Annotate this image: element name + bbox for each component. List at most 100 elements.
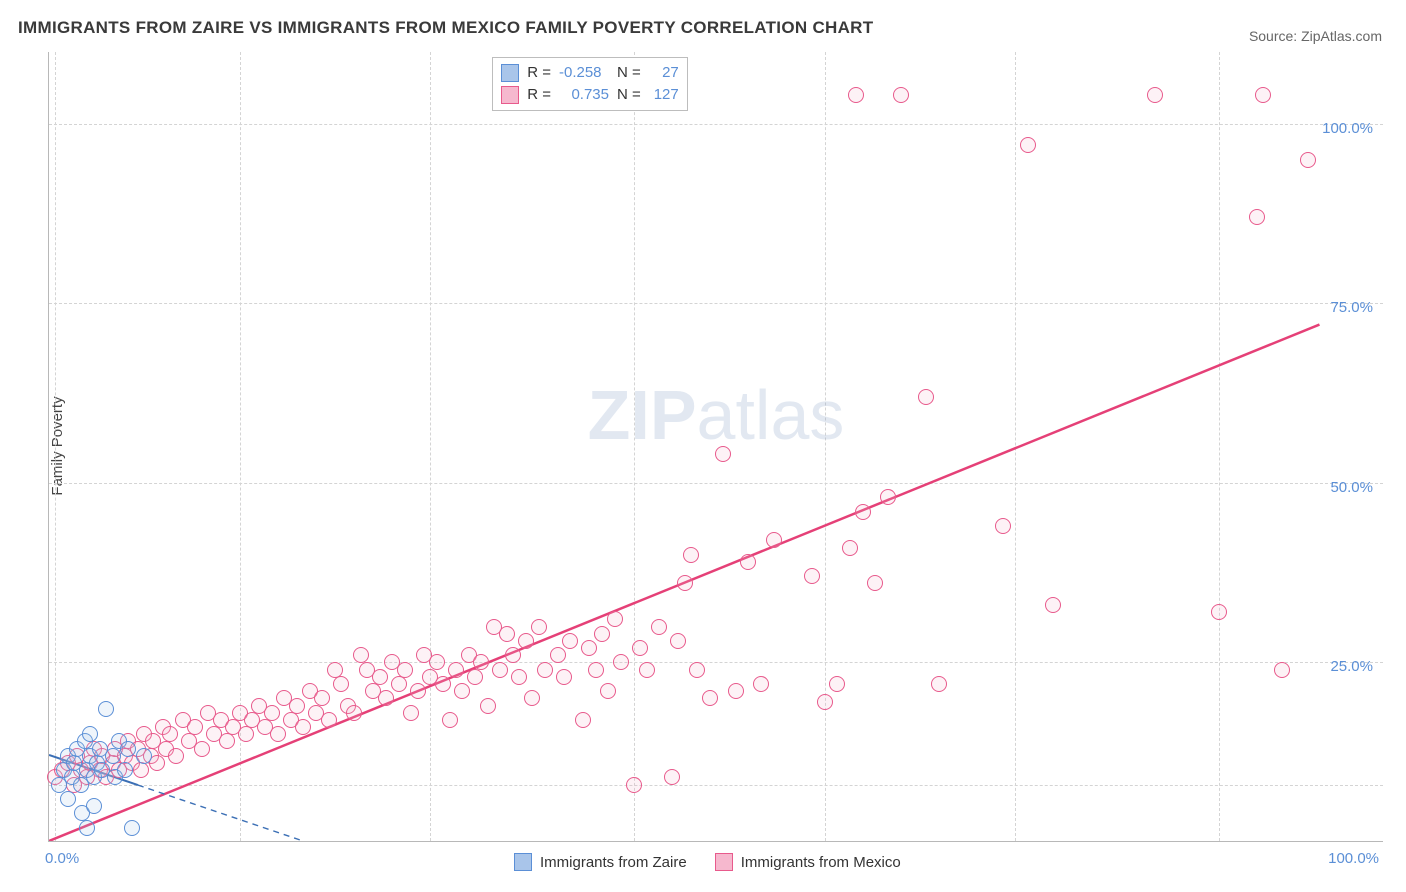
scatter-point-mexico: [531, 619, 547, 635]
scatter-point-mexico: [133, 762, 149, 778]
scatter-point-mexico: [804, 568, 820, 584]
scatter-point-mexico: [391, 676, 407, 692]
scatter-point-mexico: [397, 662, 413, 678]
trend-line: [138, 785, 303, 841]
gridline-horizontal: [49, 483, 1383, 484]
r-label: R =: [527, 62, 551, 84]
scatter-point-mexico: [753, 676, 769, 692]
scatter-point-mexico: [600, 683, 616, 699]
scatter-point-zaire: [120, 741, 136, 757]
scatter-plot-area: ZIPatlas R = -0.258 N = 27 R = 0.735 N =…: [48, 52, 1383, 842]
gridline-horizontal: [49, 785, 1383, 786]
scatter-point-mexico: [848, 87, 864, 103]
n-label: N =: [617, 84, 641, 106]
scatter-point-mexico: [194, 741, 210, 757]
legend-label: Immigrants from Zaire: [540, 854, 687, 871]
scatter-point-mexico: [766, 532, 782, 548]
legend-label: Immigrants from Mexico: [741, 854, 901, 871]
scatter-point-zaire: [82, 726, 98, 742]
scatter-point-mexico: [632, 640, 648, 656]
stat-row-mexico: R = 0.735 N = 127: [501, 84, 679, 106]
scatter-point-mexico: [829, 676, 845, 692]
zaire-swatch-icon: [514, 853, 532, 871]
gridline-horizontal: [49, 124, 1383, 125]
scatter-point-mexico: [740, 554, 756, 570]
scatter-point-mexico: [314, 690, 330, 706]
scatter-point-mexico: [995, 518, 1011, 534]
scatter-point-mexico: [817, 694, 833, 710]
scatter-point-mexico: [683, 547, 699, 563]
scatter-point-mexico: [581, 640, 597, 656]
scatter-point-mexico: [187, 719, 203, 735]
scatter-point-mexico: [448, 662, 464, 678]
scatter-point-mexico: [651, 619, 667, 635]
gridline-vertical: [1219, 52, 1220, 841]
legend-item-mexico: Immigrants from Mexico: [715, 853, 901, 871]
scatter-point-zaire: [98, 701, 114, 717]
scatter-point-mexico: [556, 669, 572, 685]
r-value: -0.258: [559, 62, 609, 84]
gridline-vertical: [634, 52, 635, 841]
r-label: R =: [527, 84, 551, 106]
y-tick-label: 75.0%: [1330, 299, 1373, 316]
gridline-vertical: [430, 52, 431, 841]
scatter-point-mexico: [518, 633, 534, 649]
scatter-point-mexico: [403, 705, 419, 721]
scatter-point-mexico: [550, 647, 566, 663]
x-tick-label: 0.0%: [45, 850, 79, 867]
scatter-point-mexico: [607, 611, 623, 627]
scatter-point-zaire: [136, 748, 152, 764]
scatter-point-mexico: [1147, 87, 1163, 103]
scatter-point-mexico: [499, 626, 515, 642]
scatter-point-mexico: [677, 575, 693, 591]
scatter-point-mexico: [855, 504, 871, 520]
scatter-point-mexico: [562, 633, 578, 649]
scatter-point-mexico: [1300, 152, 1316, 168]
scatter-point-mexico: [931, 676, 947, 692]
scatter-point-zaire: [86, 798, 102, 814]
scatter-point-mexico: [321, 712, 337, 728]
correlation-stats-legend: R = -0.258 N = 27 R = 0.735 N = 127: [492, 57, 688, 111]
stat-row-zaire: R = -0.258 N = 27: [501, 62, 679, 84]
scatter-point-mexico: [454, 683, 470, 699]
scatter-point-mexico: [575, 712, 591, 728]
scatter-point-mexico: [1045, 597, 1061, 613]
n-label: N =: [617, 62, 641, 84]
scatter-point-mexico: [1211, 604, 1227, 620]
scatter-point-mexico: [289, 698, 305, 714]
scatter-point-mexico: [715, 446, 731, 462]
scatter-point-zaire: [79, 820, 95, 836]
scatter-point-mexico: [238, 726, 254, 742]
scatter-point-mexico: [492, 662, 508, 678]
scatter-point-mexico: [1020, 137, 1036, 153]
source-attribution: Source: ZipAtlas.com: [1249, 28, 1382, 44]
scatter-point-mexico: [442, 712, 458, 728]
scatter-point-mexico: [588, 662, 604, 678]
scatter-point-mexico: [378, 690, 394, 706]
scatter-point-mexico: [473, 654, 489, 670]
scatter-point-zaire: [124, 820, 140, 836]
scatter-point-mexico: [867, 575, 883, 591]
scatter-point-mexico: [702, 690, 718, 706]
scatter-point-mexico: [1274, 662, 1290, 678]
scatter-point-mexico: [505, 647, 521, 663]
scatter-point-mexico: [728, 683, 744, 699]
scatter-point-mexico: [537, 662, 553, 678]
scatter-point-mexico: [270, 726, 286, 742]
gridline-horizontal: [49, 303, 1383, 304]
scatter-point-mexico: [893, 87, 909, 103]
scatter-point-mexico: [429, 654, 445, 670]
scatter-point-mexico: [664, 769, 680, 785]
gridline-vertical: [1015, 52, 1016, 841]
scatter-point-mexico: [613, 654, 629, 670]
scatter-point-mexico: [594, 626, 610, 642]
x-tick-label: 100.0%: [1328, 850, 1379, 867]
mexico-swatch-icon: [501, 86, 519, 104]
scatter-point-mexico: [1255, 87, 1271, 103]
scatter-point-zaire: [105, 748, 121, 764]
watermark: ZIPatlas: [588, 375, 845, 455]
gridline-horizontal: [49, 662, 1383, 663]
scatter-point-mexico: [410, 683, 426, 699]
series-legend: Immigrants from Zaire Immigrants from Me…: [514, 853, 901, 871]
scatter-point-zaire: [60, 791, 76, 807]
